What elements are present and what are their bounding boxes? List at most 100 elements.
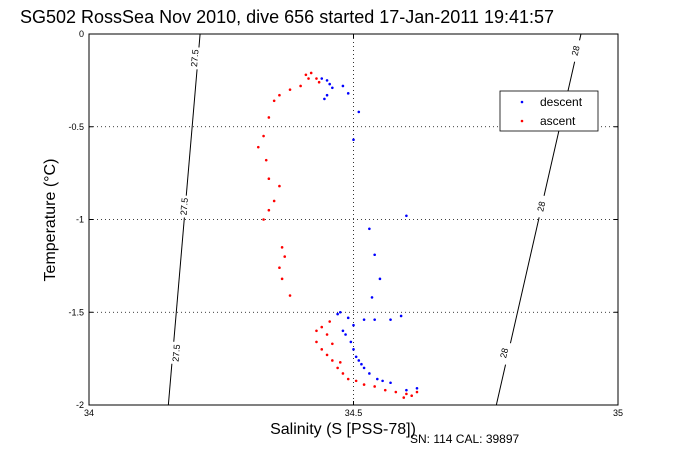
y-tick-label: 0 [79, 29, 84, 39]
ascent-point [338, 361, 342, 364]
contour-label-backdrop [533, 194, 549, 219]
ascent-point [267, 177, 271, 180]
ascent-point [320, 348, 324, 351]
descent-point [344, 333, 347, 336]
ascent-point [288, 88, 292, 91]
ascent-point [262, 218, 265, 221]
descent-point [328, 82, 331, 86]
ascent-point [394, 390, 398, 394]
descent-point [352, 323, 355, 327]
descent-point [362, 318, 366, 321]
data-series [256, 71, 419, 399]
ascent-point [299, 84, 302, 88]
descent-point [389, 381, 392, 385]
descent-point [346, 316, 350, 320]
ascent-point [315, 340, 318, 344]
descent-point [341, 84, 345, 88]
ascent-point [267, 208, 271, 212]
y-tick-label: -1.5 [68, 307, 84, 317]
ascent-point [272, 99, 276, 103]
ascent-point [328, 320, 331, 323]
descent-point [405, 214, 408, 218]
x-tick-label: 34 [84, 408, 94, 418]
ascent-point [267, 116, 271, 119]
descent-point [370, 296, 374, 299]
descent-point [360, 362, 363, 366]
density-contour-label: 27.5 [189, 49, 200, 67]
descent-point [338, 310, 342, 314]
series-ascent [256, 71, 419, 399]
x-tick-label: 35 [613, 408, 623, 418]
contour-label-backdrop [568, 38, 584, 63]
legend: descent ascent [499, 90, 599, 132]
descent-point [325, 79, 329, 82]
descent-point [352, 138, 355, 142]
axis-ticks: 34 34.5 35 0 -0.5 -1 -1.5 -2 [68, 29, 623, 418]
descent-point [368, 372, 371, 375]
x-axis-label: Salinity (S [PSS-78]) [270, 421, 416, 438]
descent-point [373, 318, 376, 321]
ascent-point [278, 93, 281, 97]
descent-point [376, 377, 379, 381]
ascent-point [262, 134, 265, 138]
descent-point [352, 348, 355, 351]
contour-label-backdrop [188, 46, 201, 70]
descent-point [399, 314, 403, 318]
density-contour-label: 28 [535, 201, 547, 213]
ascent-point [346, 377, 350, 381]
chart-title: SG502 RossSea Nov 2010, dive 656 started… [20, 7, 554, 27]
ascent-point [272, 199, 276, 203]
ascent-point [317, 80, 321, 84]
descent-point [415, 387, 419, 390]
ascent-point [331, 359, 334, 362]
ascent-point [383, 388, 387, 392]
legend-label-descent: descent [540, 95, 583, 109]
contour-label-backdrop [170, 341, 183, 365]
x-tick-label: 34.5 [345, 408, 363, 418]
descent-point [354, 355, 358, 359]
ascent-point [288, 294, 292, 297]
ascent-point [278, 184, 281, 188]
descent-point [336, 312, 339, 316]
descent-point [349, 340, 353, 344]
descent-point [357, 359, 361, 362]
ascent-point [280, 277, 284, 281]
descent-point [378, 277, 382, 281]
ascent-point [278, 266, 281, 270]
descent-point [357, 110, 361, 114]
ascent-point [373, 385, 376, 388]
serial-calibration-footer: SN: 114 CAL: 39897 [410, 432, 520, 446]
ascent-point [405, 392, 408, 396]
ascent-point [362, 383, 366, 386]
density-contour-label: 27.5 [171, 344, 182, 362]
ascent-point [315, 77, 318, 80]
ascent-point [354, 379, 358, 383]
ascent-point [410, 394, 413, 398]
ascent-point [415, 390, 419, 394]
descent-point [323, 97, 326, 101]
ascent-point [320, 325, 324, 329]
descent-point [381, 379, 384, 383]
ascent-point [325, 353, 329, 357]
descent-point [320, 77, 324, 80]
ascent-point [283, 255, 287, 258]
descent-point [331, 86, 334, 90]
legend-marker-ascent [520, 119, 524, 123]
density-contours: 27.5 27.5 27.5 28 28 28 [167, 33, 584, 406]
ascent-point [264, 158, 268, 162]
descent-point [389, 318, 392, 321]
density-contour-label: 28 [570, 45, 582, 57]
y-tick-label: -1 [76, 215, 84, 225]
contour-label-backdrop [178, 195, 191, 218]
series-descent [320, 77, 419, 392]
ascent-point [309, 71, 313, 75]
contour-label-backdrop [496, 341, 512, 365]
descent-point [362, 366, 366, 370]
y-tick-label: -2 [76, 400, 84, 410]
ascent-point [256, 145, 260, 149]
descent-point [325, 93, 329, 97]
density-contour-label: 28 [498, 347, 510, 359]
ascent-point [280, 246, 284, 249]
descent-point [346, 92, 350, 95]
